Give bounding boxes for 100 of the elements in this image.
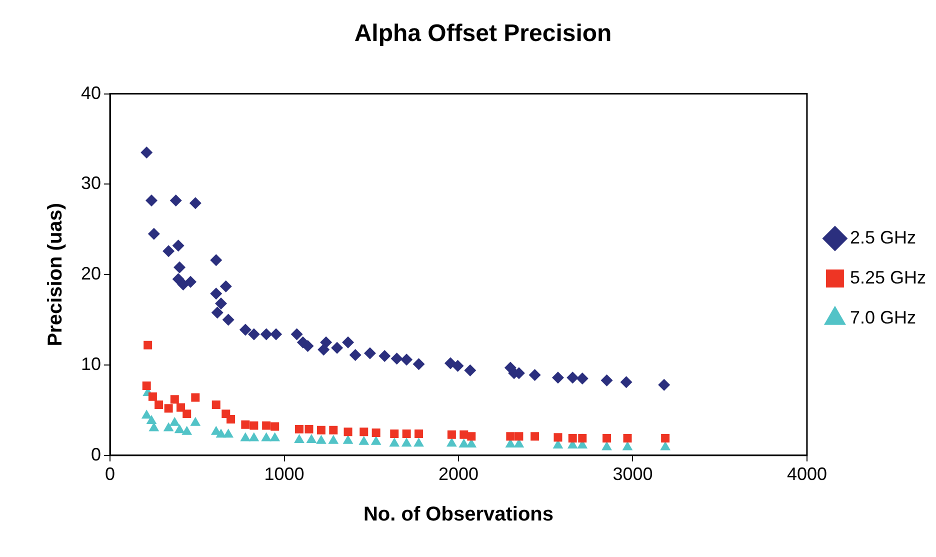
point [328,434,339,444]
point [169,416,180,426]
x-tick-label: 1000 [264,464,304,484]
point [190,416,201,426]
point [212,400,220,410]
point [174,261,186,274]
point [248,328,260,340]
point [530,432,540,441]
legend-label: 5.25 GHz [850,267,926,288]
point [261,432,272,442]
point [372,428,380,438]
point [414,429,424,438]
x-tick-label: 4000 [786,464,827,484]
point [170,395,179,404]
point [170,194,182,206]
point [182,426,192,435]
point [349,349,362,362]
y-tick-label: 20 [80,264,102,284]
point [446,438,457,447]
point [342,434,354,444]
point [402,429,411,438]
point [189,197,202,210]
point [176,403,186,412]
chart-title: Alpha Offset Precision [354,20,612,48]
point [458,438,470,448]
point [184,276,197,288]
point [370,436,382,445]
y-tick-label: 40 [80,82,102,103]
point [360,428,368,436]
point [140,146,153,159]
point [316,434,326,444]
point [304,424,314,434]
point [364,347,376,360]
point [658,378,670,391]
point [270,328,282,340]
point [401,438,412,447]
point [240,432,251,442]
point [306,434,317,444]
point [600,374,613,386]
point [552,372,564,384]
point [528,368,541,381]
point [145,194,158,206]
point [390,352,403,365]
point [660,441,671,450]
x-axis-title: No. of Observations [363,504,554,526]
point [568,434,577,442]
point [378,350,391,362]
point [144,340,152,350]
point [148,228,160,240]
point [623,434,632,442]
legend-label: 2.5 GHz [850,227,916,248]
point [578,434,587,442]
point [174,424,185,434]
point [294,434,304,444]
point [141,410,152,419]
point [414,438,424,447]
point [602,434,612,442]
point [191,393,200,402]
point [447,430,456,439]
y-tick-label: 0 [91,444,102,464]
point [142,382,151,390]
point [210,288,222,300]
point [554,433,562,442]
point [622,441,633,450]
point [270,432,280,442]
point [248,432,260,442]
point [506,432,515,441]
y-axis-title: Precision (uas) [44,202,67,346]
x-tick-label: 2000 [438,464,479,484]
point [342,336,354,348]
point [467,432,476,441]
point [390,429,399,438]
point [226,415,236,424]
point [220,280,232,292]
point [250,421,258,430]
point [148,392,157,401]
y-tick-label: 10 [80,354,102,374]
point [464,364,476,376]
point [164,404,173,413]
point [400,354,413,366]
point [602,441,612,450]
point [154,400,164,410]
point [566,372,579,384]
point [661,434,670,442]
point [318,344,330,356]
point [329,426,338,434]
point [358,436,370,445]
point [223,428,234,438]
point [163,422,174,432]
point [210,254,222,266]
point [172,240,184,252]
point [177,278,190,291]
point [344,428,352,436]
point [620,376,632,388]
x-tick-label: 0 [105,464,116,484]
point [241,420,250,429]
point [389,438,400,447]
legend-label: 7.0 GHz [850,307,916,328]
x-tick-label: 3000 [612,464,653,484]
point [260,328,272,340]
